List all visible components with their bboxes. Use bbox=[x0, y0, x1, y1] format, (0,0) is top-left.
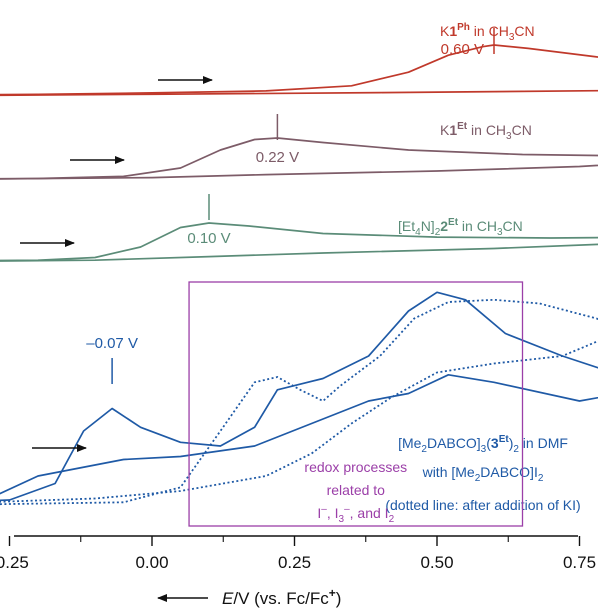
x-tick-label: 0.25 bbox=[278, 553, 311, 572]
peak-label-k1ph: 0.60 V bbox=[441, 41, 484, 58]
annotation-line-3: I–, I3–, and I2 bbox=[317, 504, 394, 525]
trace-2et: 0.10 V bbox=[0, 194, 598, 262]
trace-label-3et-line3: (dotted line: after addition of KI) bbox=[385, 497, 580, 513]
trace-3et: –0.07 V bbox=[0, 291, 598, 506]
trace-2et-reverse bbox=[0, 243, 598, 262]
peak-label-k1et: 0.22 V bbox=[256, 149, 299, 166]
trace-2et-forward bbox=[0, 222, 598, 262]
trace-label-2et: [Et4N]22Et in CH3CN bbox=[398, 217, 523, 238]
x-tick-label: 0.00 bbox=[135, 553, 168, 572]
trace-label-3et-line2: with [Me2DABCO]I2 bbox=[422, 464, 544, 484]
trace-k1ph-forward bbox=[0, 44, 598, 96]
trace-3et-reverse bbox=[0, 373, 598, 495]
trace-3et-dotted-reverse bbox=[0, 340, 598, 503]
trace-label-3et-line1: [Me2DABCO]3(3Et)2 in DMF bbox=[398, 434, 568, 455]
trace-label-k1et: K1Et in CH3CN bbox=[440, 121, 532, 142]
trace-k1ph-reverse bbox=[0, 89, 598, 97]
trace-3et-forward bbox=[0, 291, 598, 502]
annotation-line-2: related to bbox=[327, 482, 386, 498]
annotation-box bbox=[188, 281, 524, 527]
trace-k1et-reverse bbox=[0, 164, 598, 180]
trace-3et-dotted-forward bbox=[0, 298, 598, 506]
peak-label-3et: –0.07 V bbox=[86, 335, 138, 352]
x-tick-label: -0.25 bbox=[0, 553, 29, 572]
x-tick-label: 0.50 bbox=[420, 553, 453, 572]
annotation-line-1: redox processes bbox=[304, 459, 407, 475]
x-axis-ticks: -0.250.000.250.500.751.001.25 bbox=[0, 536, 596, 572]
trace-k1ph: 0.60 V bbox=[0, 28, 598, 97]
trace-label-k1ph: K1Ph in CH3CN bbox=[440, 22, 535, 43]
peak-label-2et: 0.10 V bbox=[187, 230, 230, 247]
x-tick-label: 0.75 bbox=[563, 553, 596, 572]
x-axis-title: E/V (vs. Fc/Fc+) bbox=[222, 586, 341, 608]
trace-k1et: 0.22 V bbox=[0, 114, 598, 180]
trace-k1et-forward bbox=[0, 137, 598, 180]
